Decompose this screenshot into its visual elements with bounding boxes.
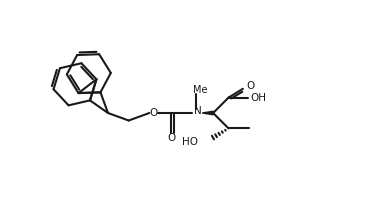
Text: O: O bbox=[149, 108, 157, 118]
Polygon shape bbox=[202, 111, 213, 115]
Text: N: N bbox=[195, 106, 202, 116]
Text: Me: Me bbox=[193, 85, 207, 95]
Text: HO: HO bbox=[182, 137, 198, 147]
Text: O: O bbox=[247, 81, 255, 91]
Text: OH: OH bbox=[250, 93, 266, 103]
Text: O: O bbox=[167, 133, 176, 143]
